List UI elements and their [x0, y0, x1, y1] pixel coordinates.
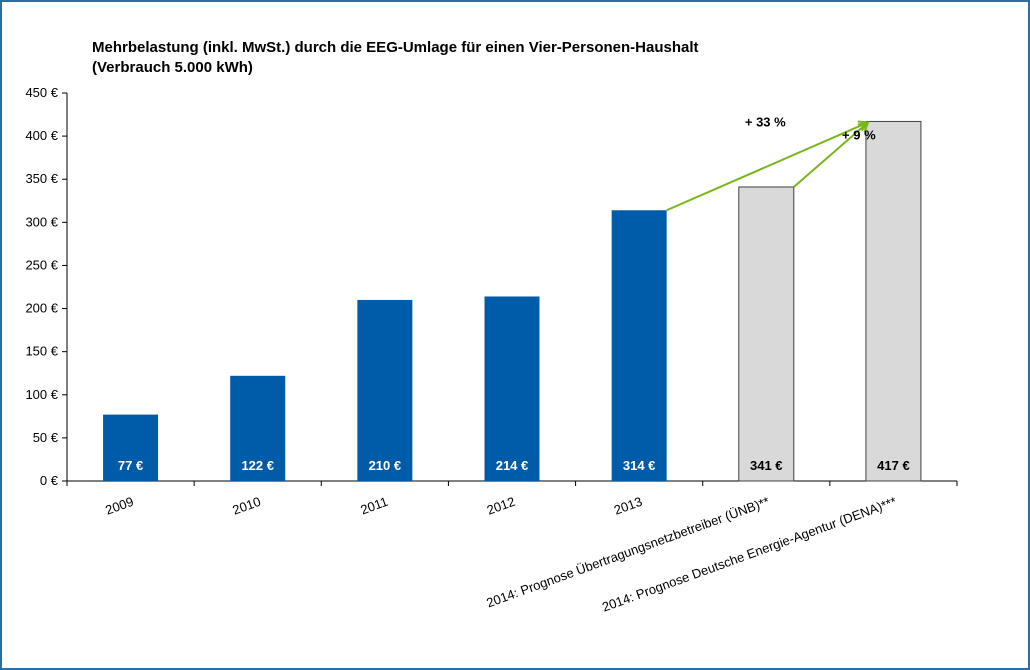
x-tick-label-1: 2010	[230, 494, 262, 518]
bar-6	[865, 120, 922, 482]
bar-4	[611, 210, 667, 482]
annotation-label-0: + 33 %	[745, 114, 786, 129]
bar-2	[357, 299, 413, 481]
data-label-4: 314 €	[623, 458, 656, 473]
bar-0	[103, 414, 159, 481]
y-tick-label: 400 €	[25, 128, 58, 143]
y-tick-label: 50 €	[33, 430, 59, 445]
data-label-6: 417 €	[877, 458, 910, 473]
data-label-1: 122 €	[241, 458, 274, 473]
annotation-arrow-1	[793, 122, 868, 188]
y-tick-label: 150 €	[25, 344, 58, 359]
x-tick-label-2: 2011	[358, 494, 389, 518]
data-label-3: 214 €	[496, 458, 529, 473]
y-tick-label: 0 €	[40, 473, 59, 488]
x-tick-label-0: 2009	[103, 494, 135, 518]
annotation-arrow-0	[666, 122, 868, 212]
y-tick-label: 450 €	[25, 85, 58, 100]
y-tick-label: 100 €	[25, 387, 58, 402]
bar-5	[738, 186, 795, 482]
bar-3	[484, 296, 540, 481]
y-tick-label: 300 €	[25, 214, 58, 229]
data-label-5: 341 €	[750, 458, 783, 473]
annotation-label-1: + 9 %	[842, 128, 876, 143]
y-tick-label: 200 €	[25, 301, 58, 316]
data-label-0: 77 €	[118, 458, 143, 473]
bar-1	[230, 375, 286, 481]
y-tick-label: 350 €	[25, 171, 58, 186]
x-tick-label-4: 2013	[612, 494, 644, 518]
annotations: + 33 % + 9 %	[666, 114, 876, 212]
data-label-2: 210 €	[369, 458, 402, 473]
chart-title-line-1: Mehrbelastung (inkl. MwSt.) durch die EE…	[92, 39, 699, 56]
bars	[103, 120, 922, 482]
x-tick-label-3: 2012	[485, 494, 517, 518]
chart-title-line-2: (Verbrauch 5.000 kWh)	[92, 59, 253, 76]
axes: 0 € 50 € 100 € 150 € 200 € 250 € 300 € 350 € 400…	[25, 85, 958, 488]
y-tick-label: 250 €	[25, 257, 58, 272]
data-labels: 77 € 122 € 210 € 214 € 314 € 341 € 417 €	[118, 458, 910, 473]
